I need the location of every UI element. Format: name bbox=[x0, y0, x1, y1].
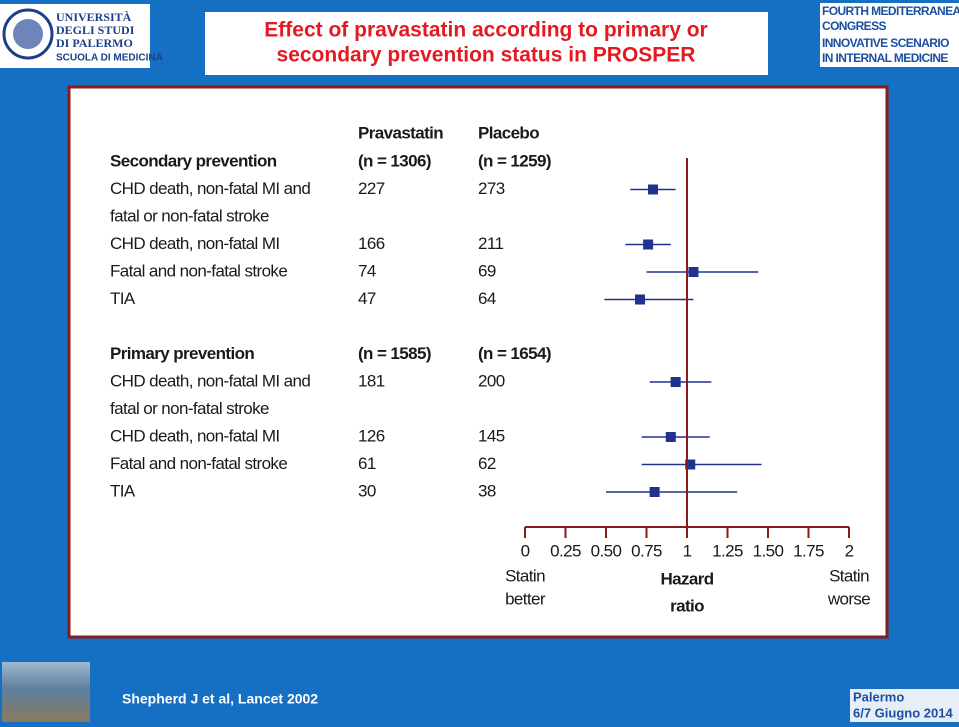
right-note: worse bbox=[827, 589, 870, 608]
left-note: Statin bbox=[505, 566, 545, 585]
x-axis-label: ratio bbox=[670, 596, 704, 615]
left-note: better bbox=[505, 589, 546, 608]
badge-text: 6/7 Giugno 2014 bbox=[853, 705, 953, 720]
logo-right-text: CONGRESS bbox=[822, 19, 886, 33]
group-n: (n = 1306) bbox=[358, 151, 431, 170]
column-header: Pravastatin bbox=[358, 123, 443, 142]
title: Effect of pravastatin according to prima… bbox=[264, 19, 707, 42]
group-n: (n = 1259) bbox=[478, 151, 551, 170]
group-n: (n = 1654) bbox=[478, 344, 551, 363]
estimate bbox=[665, 432, 676, 442]
row-label: CHD death, non-fatal MI bbox=[110, 426, 280, 445]
column-header: Placebo bbox=[478, 123, 539, 142]
logo-right-text: FOURTH MEDITERRANEAN bbox=[822, 4, 959, 18]
seal-center bbox=[13, 19, 43, 49]
title: secondary prevention status in PROSPER bbox=[277, 44, 696, 67]
x-tick-label: 1.25 bbox=[712, 541, 743, 560]
x-tick-label: 1.50 bbox=[753, 541, 784, 560]
estimate bbox=[635, 294, 646, 305]
chart: Pravastatin Placebo Secondary prevention (n… bbox=[110, 123, 871, 615]
logo-left-text: DI PALERMO bbox=[56, 36, 133, 50]
x-tick-label: 2 bbox=[845, 541, 854, 560]
count: 30 bbox=[358, 481, 376, 500]
row-label: TIA bbox=[110, 289, 136, 308]
row-label: TIA bbox=[110, 481, 136, 500]
estimate bbox=[647, 184, 658, 195]
x-tick-label: 0.75 bbox=[631, 541, 662, 560]
x-tick-label: 0.25 bbox=[550, 541, 581, 560]
count: 200 bbox=[478, 371, 505, 390]
row-label: CHD death, non-fatal MI and bbox=[110, 179, 310, 198]
estimate bbox=[685, 459, 696, 470]
footer-photo bbox=[2, 662, 90, 722]
estimate bbox=[670, 377, 681, 387]
badge-text: Palermo bbox=[853, 689, 904, 704]
group-name: Secondary prevention bbox=[110, 151, 277, 170]
estimate bbox=[643, 239, 654, 250]
row-label: fatal or non-fatal stroke bbox=[110, 206, 269, 225]
row-label: fatal or non-fatal stroke bbox=[110, 399, 269, 418]
title-box bbox=[205, 12, 768, 75]
count: 74 bbox=[358, 261, 376, 280]
count: 61 bbox=[358, 454, 376, 473]
x-tick-label: 1.75 bbox=[793, 541, 824, 560]
estimate bbox=[649, 487, 660, 497]
x-axis-label: Hazard bbox=[660, 569, 713, 588]
count: 47 bbox=[358, 289, 376, 308]
count: 273 bbox=[478, 179, 505, 198]
row-label: Fatal and non-fatal stroke bbox=[110, 454, 287, 473]
group-name: Primary prevention bbox=[110, 344, 254, 363]
badge bbox=[850, 689, 959, 722]
row-label: CHD death, non-fatal MI bbox=[110, 234, 280, 253]
logo-left-text: UNIVERSITÀ bbox=[56, 10, 132, 24]
estimate bbox=[688, 267, 699, 277]
row-label: CHD death, non-fatal MI and bbox=[110, 371, 310, 390]
group-n: (n = 1585) bbox=[358, 344, 431, 363]
x-tick-label: 1 bbox=[683, 541, 692, 560]
count: 145 bbox=[478, 426, 505, 445]
chart-panel bbox=[67, 85, 889, 639]
count: 126 bbox=[358, 426, 385, 445]
row-label: Fatal and non-fatal stroke bbox=[110, 261, 287, 280]
logo-right-text: INNOVATIVE SCENARIO bbox=[822, 36, 949, 50]
x-tick-label: 0.50 bbox=[591, 541, 622, 560]
logo-right bbox=[820, 3, 959, 67]
logo-left-text: SCUOLA DI MEDICINA bbox=[56, 53, 163, 64]
count: 166 bbox=[358, 234, 385, 253]
count: 62 bbox=[478, 454, 496, 473]
logo-left-text: DEGLI STUDI bbox=[56, 23, 135, 37]
count: 38 bbox=[478, 481, 496, 500]
count: 181 bbox=[358, 371, 385, 390]
x-tick-label: 0 bbox=[521, 541, 530, 560]
citation: Shepherd J et al, Lancet 2002 bbox=[122, 691, 318, 707]
count: 69 bbox=[478, 261, 496, 280]
count: 64 bbox=[478, 289, 496, 308]
right-note: Statin bbox=[829, 566, 869, 585]
count: 211 bbox=[478, 234, 503, 253]
count: 227 bbox=[358, 179, 385, 198]
logo-right-text: IN INTERNAL MEDICINE bbox=[822, 51, 948, 65]
